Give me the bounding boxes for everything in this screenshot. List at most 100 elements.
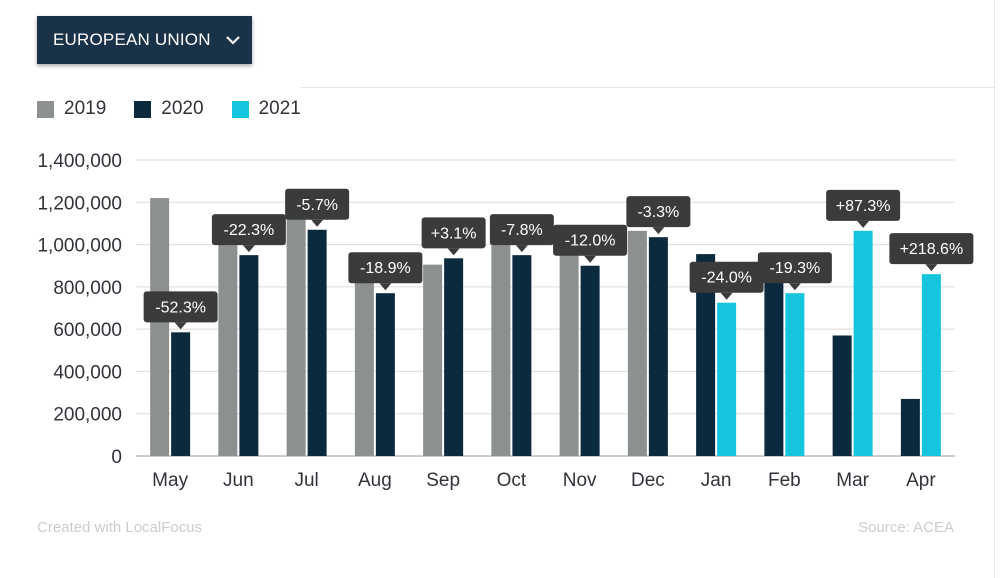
annotation-label: -52.3% xyxy=(155,299,206,316)
annotation-label: +3.1% xyxy=(431,225,477,242)
x-tick-label: Apr xyxy=(906,470,936,491)
y-tick-label: 1,200,000 xyxy=(37,193,122,214)
change-annotation: -5.7% xyxy=(285,188,350,227)
x-tick-label: Jul xyxy=(294,470,318,491)
bar-2021-feb xyxy=(785,293,805,456)
annotation-box xyxy=(489,214,554,246)
annotation-label: -3.3% xyxy=(637,204,679,221)
change-annotation: -3.3% xyxy=(626,196,691,235)
annotation-label: +87.3% xyxy=(836,198,891,215)
region-dropdown-label: EUROPEAN UNION xyxy=(53,30,211,49)
x-tick-label: Sep xyxy=(426,470,460,491)
annotation-box xyxy=(826,189,901,221)
change-annotation: -7.8% xyxy=(489,214,554,253)
legend-item-2020[interactable]: 2020 xyxy=(134,98,204,120)
x-tick-label: Dec xyxy=(631,470,665,491)
bar-2019-jul xyxy=(286,214,306,456)
y-tick-label: 200,000 xyxy=(53,405,122,426)
bar-2020-jul xyxy=(307,229,327,456)
region-dropdown-button[interactable]: EUROPEAN UNION xyxy=(37,16,252,64)
bar-2019-aug xyxy=(354,255,374,456)
legend-item-2021[interactable]: 2021 xyxy=(231,98,301,120)
chevron-down-icon xyxy=(225,36,240,45)
bar-2019-jun xyxy=(218,225,238,456)
bar-2021-jan xyxy=(717,302,737,456)
annotation-box xyxy=(626,196,691,228)
legend-swatch-2021 xyxy=(231,100,249,118)
x-tick-label: Mar xyxy=(836,470,869,491)
annotation-pointer xyxy=(720,292,733,300)
y-tick-label: 600,000 xyxy=(53,320,122,341)
header-divider xyxy=(300,87,994,88)
annotation-label: -22.3% xyxy=(224,222,275,239)
bar-2020-mar xyxy=(832,335,852,456)
annotation-pointer xyxy=(174,322,187,330)
annotation-box xyxy=(285,188,350,220)
annotation-label: -24.0% xyxy=(701,270,752,287)
x-tick-label: Jun xyxy=(223,470,254,491)
annotation-pointer xyxy=(584,255,597,263)
annotation-pointer xyxy=(311,219,324,227)
bar-2020-oct xyxy=(512,255,532,456)
change-annotation: -24.0% xyxy=(689,261,764,300)
x-tick-label: Feb xyxy=(768,470,801,491)
x-tick-label: Nov xyxy=(563,470,597,491)
annotation-label: -18.9% xyxy=(360,260,411,277)
change-annotation: +218.6% xyxy=(889,233,974,272)
annotation-label: -5.7% xyxy=(296,197,338,214)
bar-2020-jun xyxy=(239,255,259,456)
bar-2019-oct xyxy=(491,237,511,456)
legend-swatch-2020 xyxy=(134,100,152,118)
annotation-box xyxy=(689,261,764,293)
footer-source: Source: ACEA xyxy=(858,519,954,536)
bar-2020-nov xyxy=(580,265,600,456)
annotation-box xyxy=(553,224,628,256)
bar-2019-dec xyxy=(627,230,647,456)
change-annotation: -18.9% xyxy=(348,252,423,291)
annotation-box xyxy=(889,233,974,265)
y-tick-label: 800,000 xyxy=(53,278,122,299)
annotation-pointer xyxy=(379,283,392,291)
bar-2019-sep xyxy=(423,264,443,456)
annotation-pointer xyxy=(925,264,938,272)
bar-2019-may xyxy=(150,198,170,457)
legend-swatch-2019 xyxy=(37,100,54,118)
bar-2019-nov xyxy=(559,236,579,456)
x-tick-label: Jan xyxy=(701,470,732,491)
annotation-pointer xyxy=(652,227,665,235)
bar-2020-dec xyxy=(648,237,668,456)
change-annotation: -19.3% xyxy=(757,252,832,291)
annotation-box xyxy=(757,252,832,284)
annotation-pointer xyxy=(857,220,870,228)
y-tick-label: 0 xyxy=(111,447,122,468)
x-tick-label: Oct xyxy=(497,470,527,491)
bar-2020-may xyxy=(171,332,191,456)
annotation-pointer xyxy=(242,245,255,253)
change-annotation: -52.3% xyxy=(143,291,218,330)
legend-label-2021: 2021 xyxy=(258,98,301,119)
annotation-pointer xyxy=(515,245,528,253)
annotation-pointer xyxy=(447,248,460,256)
bar-2020-aug xyxy=(375,293,395,456)
annotation-box xyxy=(143,291,218,323)
y-tick-label: 1,000,000 xyxy=(37,236,122,257)
legend-item-2019[interactable]: 2019 xyxy=(37,98,106,120)
annotation-box xyxy=(421,217,486,249)
chart-legend: 2019 2020 2021 xyxy=(37,96,329,122)
bar-2020-apr xyxy=(900,398,920,456)
annotation-label: +218.6% xyxy=(900,241,964,258)
legend-label-2019: 2019 xyxy=(64,98,107,119)
bar-2020-jan xyxy=(696,254,716,456)
annotation-label: -7.8% xyxy=(501,222,543,239)
right-edge-rule xyxy=(994,0,995,578)
change-annotation: -22.3% xyxy=(211,214,286,253)
annotation-label: -12.0% xyxy=(565,233,616,250)
change-annotation: -12.0% xyxy=(553,224,628,263)
annotation-box xyxy=(211,214,286,246)
bar-2021-apr xyxy=(921,274,941,456)
legend-label-2020: 2020 xyxy=(161,98,204,119)
annotation-pointer xyxy=(788,283,801,291)
bar-2020-sep xyxy=(444,258,464,456)
x-tick-label: Aug xyxy=(358,470,392,491)
